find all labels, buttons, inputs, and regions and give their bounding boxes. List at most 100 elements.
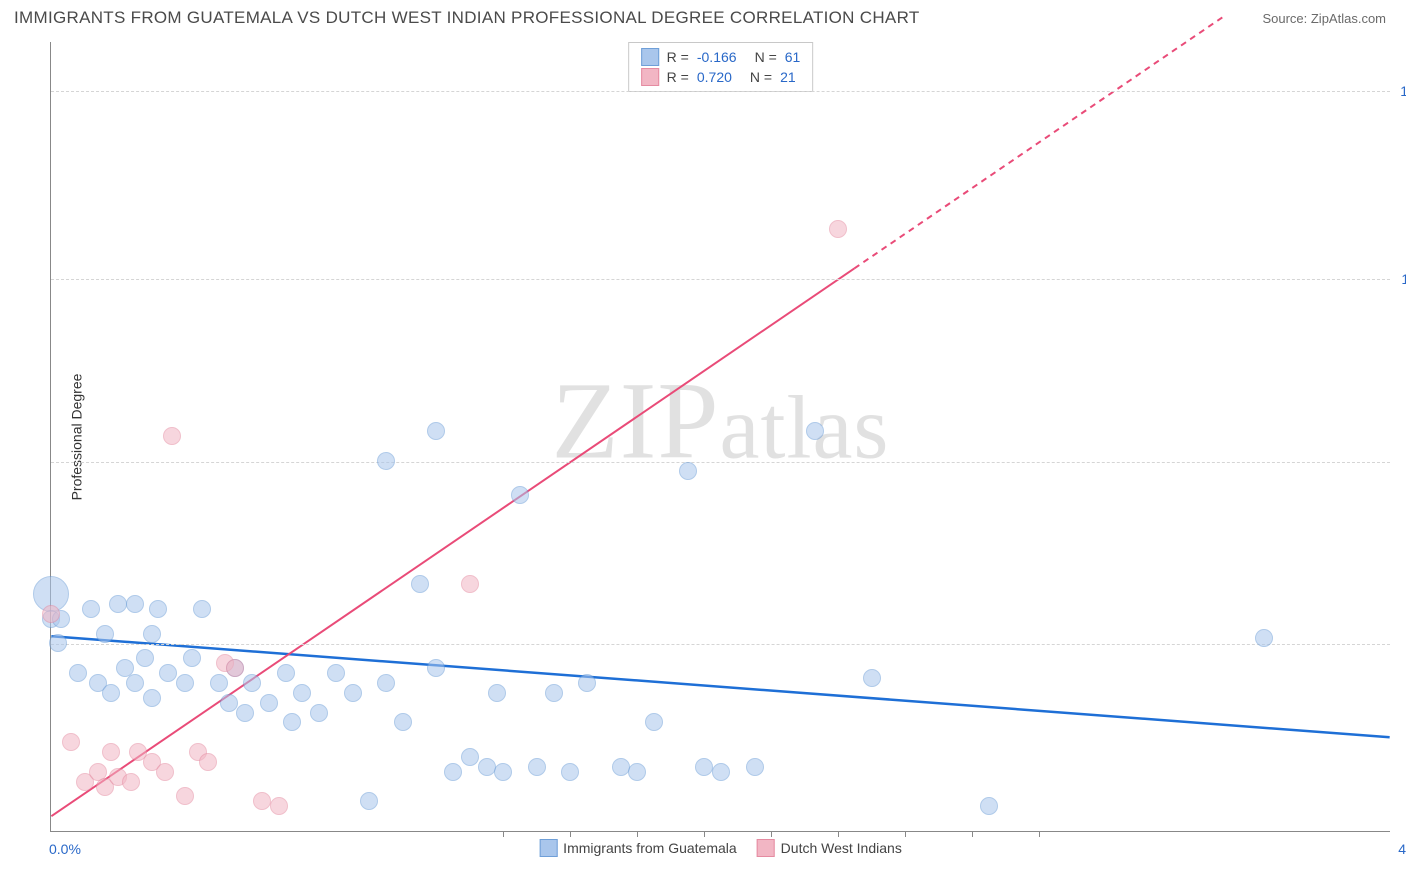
y-tick-label: 11.2% <box>1392 271 1406 287</box>
point-guatemala <box>478 758 496 776</box>
point-guatemala <box>561 763 579 781</box>
point-guatemala <box>283 713 301 731</box>
point-guatemala <box>746 758 764 776</box>
point-dutch-west-indian <box>163 427 181 445</box>
series-legend-label: Immigrants from Guatemala <box>563 840 737 856</box>
point-guatemala <box>183 649 201 667</box>
point-guatemala <box>243 674 261 692</box>
point-guatemala <box>126 674 144 692</box>
point-guatemala <box>310 704 328 722</box>
point-guatemala <box>545 684 563 702</box>
point-guatemala <box>126 595 144 613</box>
point-guatemala <box>210 674 228 692</box>
point-dutch-west-indian <box>122 773 140 791</box>
legend-swatch <box>641 48 659 66</box>
point-guatemala <box>49 634 67 652</box>
chart-title: IMMIGRANTS FROM GUATEMALA VS DUTCH WEST … <box>14 8 920 28</box>
point-dutch-west-indian <box>176 787 194 805</box>
point-guatemala <box>863 669 881 687</box>
point-dutch-west-indian <box>461 575 479 593</box>
point-guatemala <box>411 575 429 593</box>
point-guatemala <box>712 763 730 781</box>
chart-header: IMMIGRANTS FROM GUATEMALA VS DUTCH WEST … <box>0 0 1406 32</box>
series-legend: Immigrants from Guatemala Dutch West Indi… <box>539 839 902 857</box>
point-guatemala <box>344 684 362 702</box>
x-tick <box>972 831 973 837</box>
series-legend-item: Immigrants from Guatemala <box>539 839 737 857</box>
gridline <box>51 279 1390 280</box>
point-guatemala <box>1255 629 1273 647</box>
legend-n-value: 21 <box>780 69 796 85</box>
point-dutch-west-indian <box>102 743 120 761</box>
point-guatemala <box>82 600 100 618</box>
point-guatemala <box>236 704 254 722</box>
point-guatemala <box>136 649 154 667</box>
point-guatemala <box>461 748 479 766</box>
x-tick <box>637 831 638 837</box>
chart-source: Source: ZipAtlas.com <box>1262 11 1386 26</box>
point-guatemala <box>377 452 395 470</box>
x-tick <box>570 831 571 837</box>
legend-r-label: R = <box>667 69 689 85</box>
legend-row: R = -0.166 N = 61 <box>641 47 801 67</box>
legend-n-label: N = <box>750 69 772 85</box>
correlation-chart: Professional Degree ZIPatlas R =-0.166N … <box>50 42 1390 832</box>
point-guatemala <box>260 694 278 712</box>
point-guatemala <box>427 659 445 677</box>
series-legend-label: Dutch West Indians <box>781 840 902 856</box>
point-dutch-west-indian <box>42 605 60 623</box>
point-guatemala <box>427 422 445 440</box>
point-guatemala <box>444 763 462 781</box>
x-tick <box>503 831 504 837</box>
legend-r-label: R = <box>667 49 689 65</box>
legend-r-value: -0.166 <box>697 49 737 65</box>
x-axis-max: 40.0% <box>1398 841 1406 857</box>
point-guatemala <box>327 664 345 682</box>
point-guatemala <box>159 664 177 682</box>
point-dutch-west-indian <box>253 792 271 810</box>
stats-legend: R =-0.166N =61R =0.720N =21 <box>628 42 814 92</box>
point-guatemala <box>360 792 378 810</box>
series-legend-item: Dutch West Indians <box>757 839 902 857</box>
legend-swatch <box>757 839 775 857</box>
point-guatemala <box>695 758 713 776</box>
point-dutch-west-indian <box>199 753 217 771</box>
point-guatemala <box>806 422 824 440</box>
point-dutch-west-indian <box>270 797 288 815</box>
x-tick <box>771 831 772 837</box>
gridline <box>51 644 1390 645</box>
point-guatemala <box>612 758 630 776</box>
point-guatemala <box>980 797 998 815</box>
point-guatemala <box>488 684 506 702</box>
y-tick-label: 7.5% <box>1392 454 1406 470</box>
point-guatemala <box>628 763 646 781</box>
gridline <box>51 462 1390 463</box>
legend-swatch <box>641 68 659 86</box>
point-guatemala <box>277 664 295 682</box>
x-axis-min: 0.0% <box>49 841 81 857</box>
point-guatemala <box>149 600 167 618</box>
point-guatemala <box>645 713 663 731</box>
point-guatemala <box>176 674 194 692</box>
point-guatemala <box>578 674 596 692</box>
point-guatemala <box>220 694 238 712</box>
y-tick-label: 3.8% <box>1392 636 1406 652</box>
point-guatemala <box>494 763 512 781</box>
point-guatemala <box>377 674 395 692</box>
point-guatemala <box>96 625 114 643</box>
point-guatemala <box>143 689 161 707</box>
point-guatemala <box>528 758 546 776</box>
point-dutch-west-indian <box>62 733 80 751</box>
legend-swatch <box>539 839 557 857</box>
y-tick-label: 15.0% <box>1392 83 1406 99</box>
x-tick <box>838 831 839 837</box>
legend-r-value: 0.720 <box>697 69 732 85</box>
legend-n-label: N = <box>755 49 777 65</box>
gridline <box>51 91 1390 92</box>
watermark: ZIPatlas <box>552 357 890 484</box>
legend-row: R = 0.720 N = 21 <box>641 67 801 87</box>
point-dutch-west-indian <box>226 659 244 677</box>
point-guatemala <box>69 664 87 682</box>
point-guatemala <box>394 713 412 731</box>
legend-n-value: 61 <box>785 49 801 65</box>
